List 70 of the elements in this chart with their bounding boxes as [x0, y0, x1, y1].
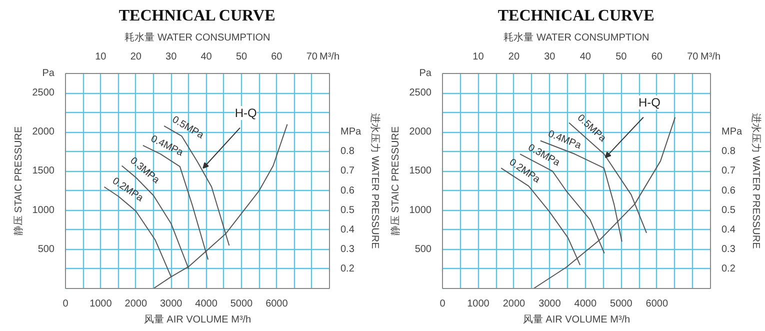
x2-tick-label: M³/h — [700, 52, 720, 62]
y-tick-label: 1500 — [32, 166, 55, 177]
y2-tick-label: 0.7 — [340, 166, 355, 177]
y-tick-label: 500 — [38, 244, 55, 255]
y2-tick-label: 0.8 — [722, 146, 736, 158]
y2-axis-title: 进水压力 WATER PRESSURE — [369, 113, 382, 250]
x2-tick-label: 10 — [472, 52, 484, 62]
x2-tick-label: 30 — [544, 52, 556, 62]
x2-tick-label: 50 — [236, 52, 248, 62]
x-tick-label: 5000 — [230, 298, 254, 310]
x2-tick-label: 20 — [130, 52, 142, 62]
y-tick-label: Pa — [42, 68, 55, 79]
x-tick-label: 0 — [62, 298, 69, 310]
x-axis-title: 风量 AIR VOLUME M³/h — [144, 314, 252, 326]
y2-tick-label: 0.2 — [722, 263, 736, 274]
y-tick-label: 2500 — [32, 88, 55, 99]
x-axis-title: 风量 AIR VOLUME M³/h — [522, 314, 630, 326]
y2-tick-label: 0.5 — [722, 204, 736, 216]
y-tick-label: 2500 — [409, 88, 432, 99]
y-tick-label: 1000 — [32, 204, 55, 216]
x2-tick-label: M³/h — [320, 52, 340, 62]
y-tick-label: 2000 — [32, 126, 55, 138]
y2-tick-label: MPa — [722, 126, 742, 138]
y2-tick-label: 0.6 — [340, 185, 355, 196]
x2-tick-label: 70 — [306, 52, 318, 62]
y-tick-label: 1500 — [409, 166, 432, 177]
x-tick-label: 4000 — [195, 298, 218, 310]
y-tick-label: 1000 — [409, 204, 432, 216]
y2-tick-label: 0.6 — [722, 185, 736, 196]
chart-title: TECHNICAL CURVE — [118, 8, 276, 24]
y-tick-label: Pa — [419, 68, 432, 79]
x-tick-label: 1000 — [467, 298, 490, 310]
x2-tick-label: 40 — [580, 52, 592, 62]
y-axis-title: 静压 STAIC PRESSURE — [389, 126, 402, 236]
x2-tick-label: 50 — [616, 52, 628, 62]
y-tick-label: 500 — [414, 244, 432, 255]
y2-tick-label: 0.8 — [340, 146, 355, 158]
y2-tick-label: 0.4 — [340, 224, 355, 236]
x2-tick-label: 20 — [508, 52, 520, 62]
annotation: H-Q — [234, 106, 257, 120]
y2-axis-title: 进水压力 WATER PRESSURE — [750, 113, 762, 250]
x-tick-label: 6000 — [266, 298, 288, 310]
x-tick-label: 1000 — [90, 298, 112, 310]
y2-tick-label: 0.5 — [340, 204, 355, 216]
y2-tick-label: 0.7 — [722, 166, 736, 177]
x2-tick-label: 60 — [651, 52, 663, 62]
x-tick-label: 3000 — [538, 298, 562, 310]
x-tick-label: 0 — [440, 298, 446, 310]
y-axis-title: 静压 STAIC PRESSURE — [12, 126, 24, 236]
x-tick-label: 2000 — [502, 298, 526, 310]
x2-axis-title: 耗水量 WATER CONSUMPTION — [504, 32, 650, 44]
x-tick-label: 3000 — [160, 298, 183, 310]
annotation: H-Q — [638, 95, 660, 110]
x2-tick-label: 60 — [271, 52, 283, 62]
y2-tick-label: 0.3 — [722, 244, 736, 255]
x2-tick-label: 70 — [687, 52, 699, 62]
x2-tick-label: 30 — [166, 52, 178, 62]
x-tick-label: 4000 — [574, 298, 597, 310]
chart-title: TECHNICAL CURVE — [498, 8, 654, 24]
x-tick-label: 2000 — [124, 298, 148, 310]
x2-axis-title: 耗水量 WATER CONSUMPTION — [124, 32, 270, 44]
y2-tick-label: 0.3 — [340, 244, 355, 255]
y-tick-label: 2000 — [409, 126, 432, 138]
y2-tick-label: MPa — [340, 126, 362, 138]
x2-tick-label: 10 — [95, 52, 107, 62]
x2-tick-label: 40 — [200, 52, 212, 62]
x-tick-label: 6000 — [646, 298, 668, 310]
x-tick-label: 5000 — [610, 298, 633, 310]
y2-tick-label: 0.2 — [340, 263, 355, 274]
y2-tick-label: 0.4 — [722, 224, 736, 236]
